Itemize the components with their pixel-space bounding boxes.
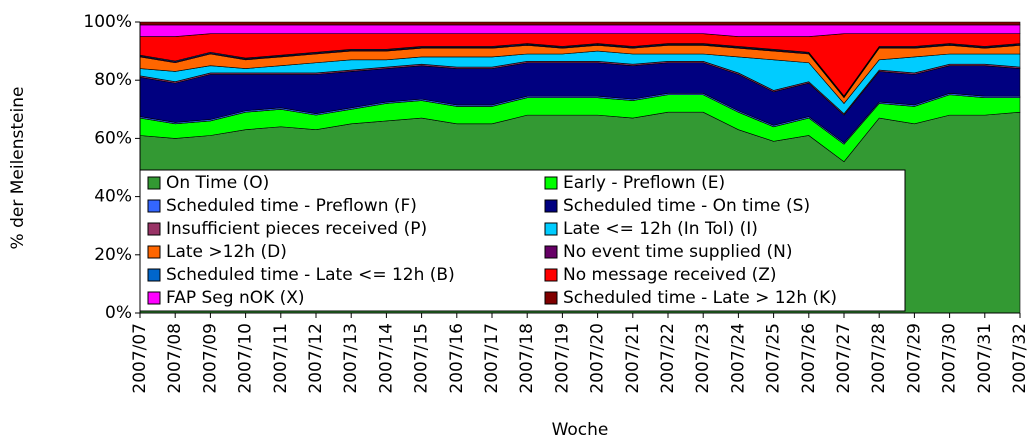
- legend-label: Insufficient pieces received (P): [166, 219, 427, 239]
- legend-label: No event time supplied (N): [563, 242, 792, 262]
- legend-swatch: [147, 245, 161, 259]
- x-tick-label: 2007/30: [940, 323, 960, 394]
- x-tick-label: 2007/11: [271, 323, 291, 394]
- x-tick-label: 2007/20: [588, 323, 608, 394]
- x-tick-label: 2007/28: [869, 323, 889, 394]
- x-tick-label: 2007/27: [834, 323, 854, 394]
- y-axis-title: % der Meilensteine: [8, 87, 28, 250]
- x-tick-label: 2007/23: [693, 323, 713, 394]
- x-tick-label: 2007/21: [623, 323, 643, 394]
- x-tick-label: 2007/29: [904, 323, 924, 394]
- y-tick-label: 20%: [94, 245, 132, 265]
- legend-label: Late >12h (D): [166, 242, 287, 262]
- legend-box: [139, 169, 906, 312]
- area: [139, 21, 1021, 26]
- y-tick-label: 40%: [94, 187, 132, 207]
- legend-label: Scheduled time - Preflown (F): [166, 196, 417, 216]
- x-tick-label: 2007/13: [341, 323, 361, 394]
- legend-label: Scheduled time - Late <= 12h (B): [166, 265, 455, 285]
- x-tick-label: 2007/31: [975, 323, 995, 394]
- legend-label: Scheduled time - On time (S): [563, 196, 810, 216]
- x-tick-label: 2007/10: [236, 323, 256, 394]
- legend-swatch: [544, 222, 558, 236]
- legend-swatch: [544, 245, 558, 259]
- y-tick-label: 0%: [105, 303, 132, 323]
- legend-swatch: [147, 176, 161, 190]
- legend-label: No message received (Z): [563, 265, 777, 285]
- legend-label: FAP Seg nOK (X): [166, 288, 305, 308]
- legend-swatch: [544, 291, 558, 305]
- legend-swatch: [147, 222, 161, 236]
- y-tick-label: 80%: [94, 70, 132, 90]
- x-tick-label: 2007/14: [376, 323, 396, 394]
- x-tick-label: 2007/18: [517, 323, 537, 394]
- x-tick-label: 2007/25: [764, 323, 784, 394]
- x-tick-label: 2007/19: [552, 323, 572, 394]
- x-tick-label: 2007/08: [165, 323, 185, 394]
- x-tick-label: 2007/22: [658, 323, 678, 394]
- legend-label: On Time (O): [166, 173, 269, 193]
- x-tick-label: 2007/26: [799, 323, 819, 394]
- x-axis-title: Woche: [552, 420, 609, 440]
- x-tick-label: 2007/07: [130, 323, 150, 394]
- y-tick-label: 60%: [94, 128, 132, 148]
- legend-swatch: [147, 268, 161, 282]
- legend-label: Late <= 12h (In Tol) (I): [563, 219, 758, 239]
- x-tick-label: 2007/32: [1010, 323, 1030, 394]
- legend-swatch: [544, 199, 558, 213]
- legend-swatch: [544, 176, 558, 190]
- x-tick-label: 2007/16: [447, 323, 467, 394]
- legend-label: Scheduled time - Late > 12h (K): [563, 288, 837, 308]
- x-tick-label: 2007/24: [728, 323, 748, 394]
- x-tick-label: 2007/12: [306, 323, 326, 394]
- x-tick-label: 2007/17: [482, 323, 502, 394]
- legend-swatch: [147, 199, 161, 213]
- y-tick-label: 100%: [83, 12, 132, 32]
- x-tick-label: 2007/09: [200, 323, 220, 394]
- legend-swatch: [147, 291, 161, 305]
- x-tick-label: 2007/15: [412, 323, 432, 394]
- legend-label: Early - Preflown (E): [563, 173, 725, 193]
- legend-swatch: [544, 268, 558, 282]
